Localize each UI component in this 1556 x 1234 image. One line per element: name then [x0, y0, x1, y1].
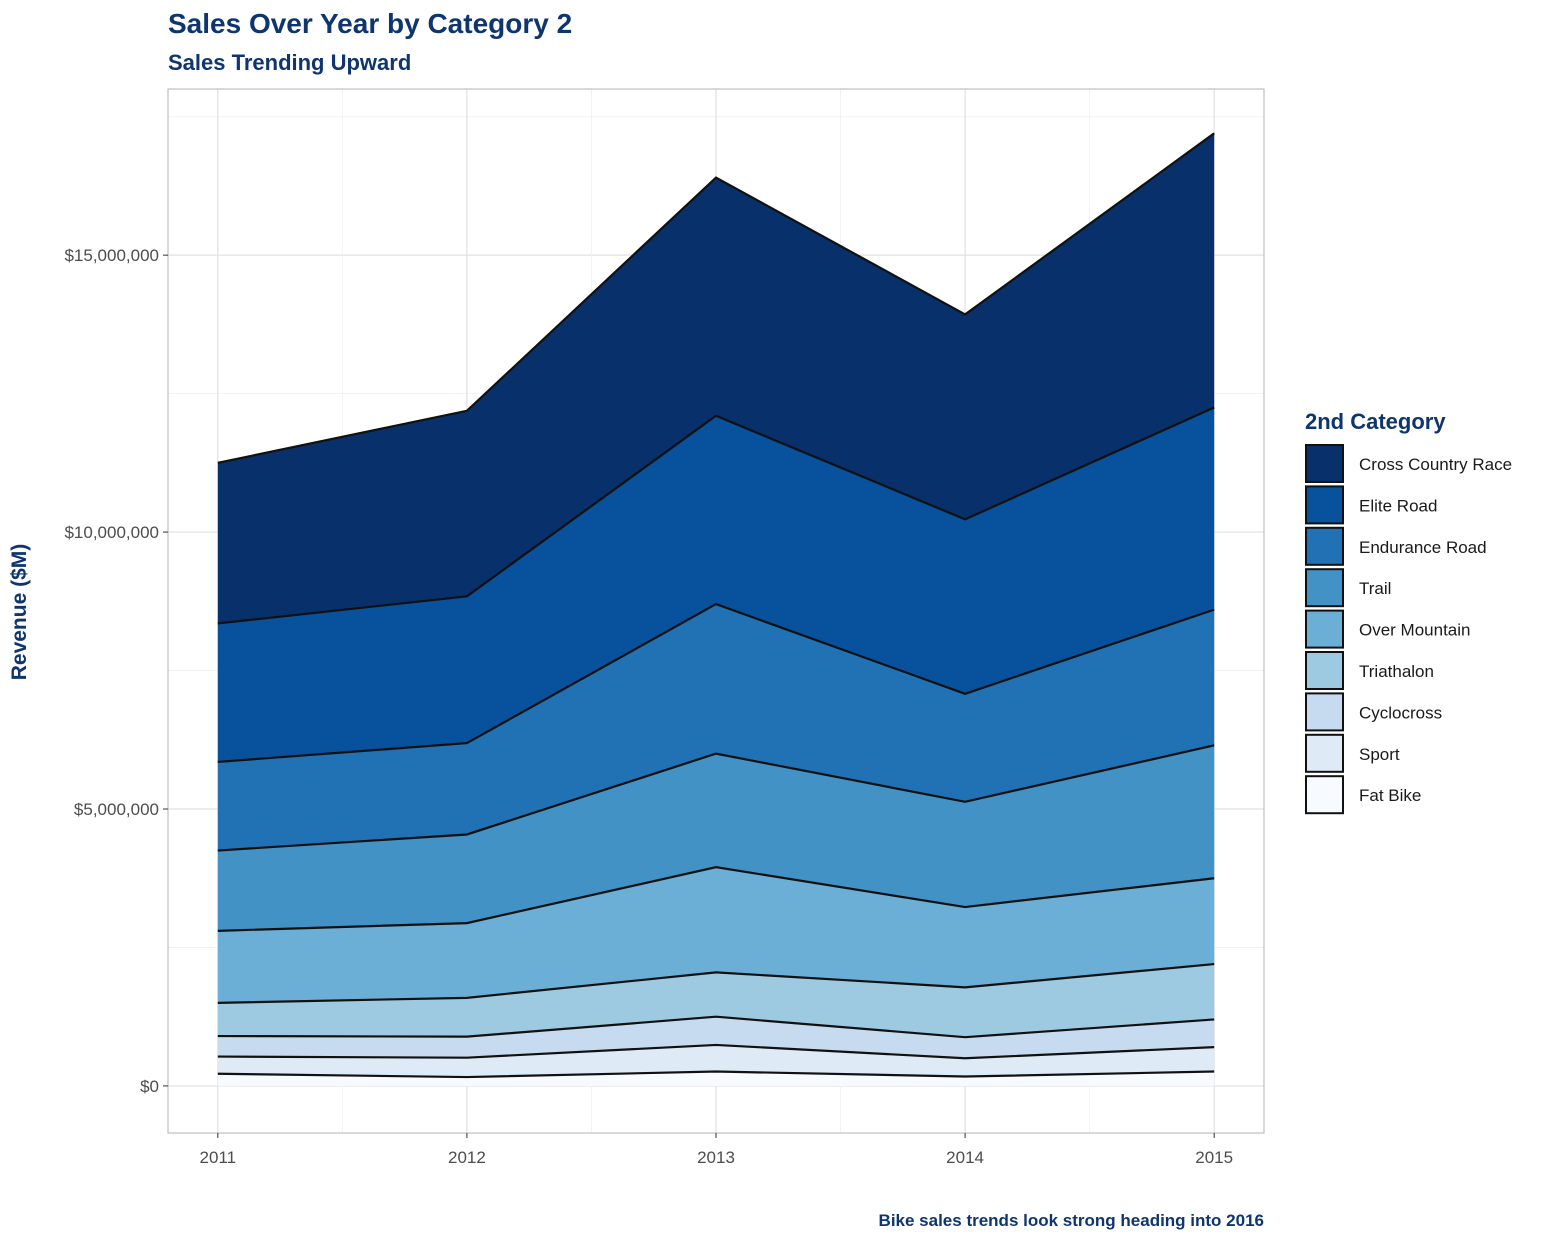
x-tick-label: 2011: [200, 1148, 237, 1167]
legend-swatch-cross-country-race: [1305, 444, 1344, 483]
area-endurance-road: [217, 604, 1215, 851]
y-tick-label: $5,000,000: [74, 800, 159, 819]
chart-title: Sales Over Year by Category 2: [168, 8, 572, 39]
legend-swatch-cyclocross: [1305, 692, 1344, 732]
legend-label-cyclocross: Cyclocross: [1359, 703, 1442, 722]
legend-label-fat-bike: Fat Bike: [1359, 786, 1421, 805]
plot-lines: [217, 132, 1215, 1079]
line-endurance-road: [217, 602, 1215, 764]
legend-label-trail: Trail: [1359, 579, 1391, 598]
legend-swatch-elite-road: [1305, 485, 1344, 525]
legend-swatch-over-mountain: [1305, 609, 1344, 649]
legend-label-over-mountain: Over Mountain: [1359, 621, 1471, 640]
line-cross-country-race: [217, 132, 1215, 464]
line-sport: [217, 1043, 1215, 1060]
area-triathalon: [217, 964, 1215, 1038]
legend-swatch-fat-bike: [1305, 775, 1344, 815]
area-elite-road: [217, 407, 1215, 762]
legend-label-endurance-road: Endurance Road: [1359, 538, 1487, 557]
line-fat-bike: [217, 1070, 1215, 1079]
x-tick-label: 2014: [946, 1148, 984, 1167]
line-cyclocross: [217, 1015, 1215, 1039]
line-over-mountain: [217, 866, 1215, 932]
x-tick-label: 2015: [1195, 1148, 1233, 1167]
area-sport: [217, 1044, 1215, 1078]
y-tick-label: $10,000,000: [64, 523, 159, 542]
legend-swatch-endurance-road: [1305, 526, 1344, 566]
area-cross-country-race: [217, 133, 1215, 624]
legend-swatch-sport: [1305, 733, 1344, 773]
area-cyclocross: [217, 1016, 1215, 1059]
area-fat-bike: [217, 1071, 1215, 1086]
line-trail: [217, 744, 1215, 852]
legend-label-triathalon: Triathalon: [1359, 662, 1434, 681]
legend-label-elite-road: Elite Road: [1359, 496, 1437, 515]
y-tick-label: $0: [140, 1077, 159, 1096]
plot-areas: [217, 133, 1215, 1086]
legend-swatch-triathalon: [1305, 651, 1344, 690]
legend-title: 2nd Category: [1305, 409, 1446, 434]
area-over-mountain: [217, 867, 1215, 1003]
axes: $0 $5,000,000 $10,000,000 $15,000,000 2011 20…: [64, 246, 1233, 1167]
x-tick-label: 2012: [448, 1148, 486, 1167]
line-triathalon: [217, 962, 1215, 1004]
chart-subtitle: Sales Trending Upward: [168, 50, 411, 75]
chart-caption: Bike sales trends look strong heading in…: [879, 1211, 1264, 1230]
line-elite-road: [217, 406, 1215, 625]
area-trail: [217, 745, 1215, 931]
legend-label-sport: Sport: [1359, 745, 1400, 764]
legend: 2nd Category Cross Country Race Elite Roa…: [1305, 409, 1512, 815]
y-axis-label: Revenue ($M): [8, 544, 31, 681]
x-tick-label: 2013: [697, 1148, 735, 1167]
legend-swatch-trail: [1305, 568, 1344, 608]
legend-label-cross-country-race: Cross Country Race: [1359, 455, 1512, 474]
y-tick-label: $15,000,000: [64, 246, 159, 265]
